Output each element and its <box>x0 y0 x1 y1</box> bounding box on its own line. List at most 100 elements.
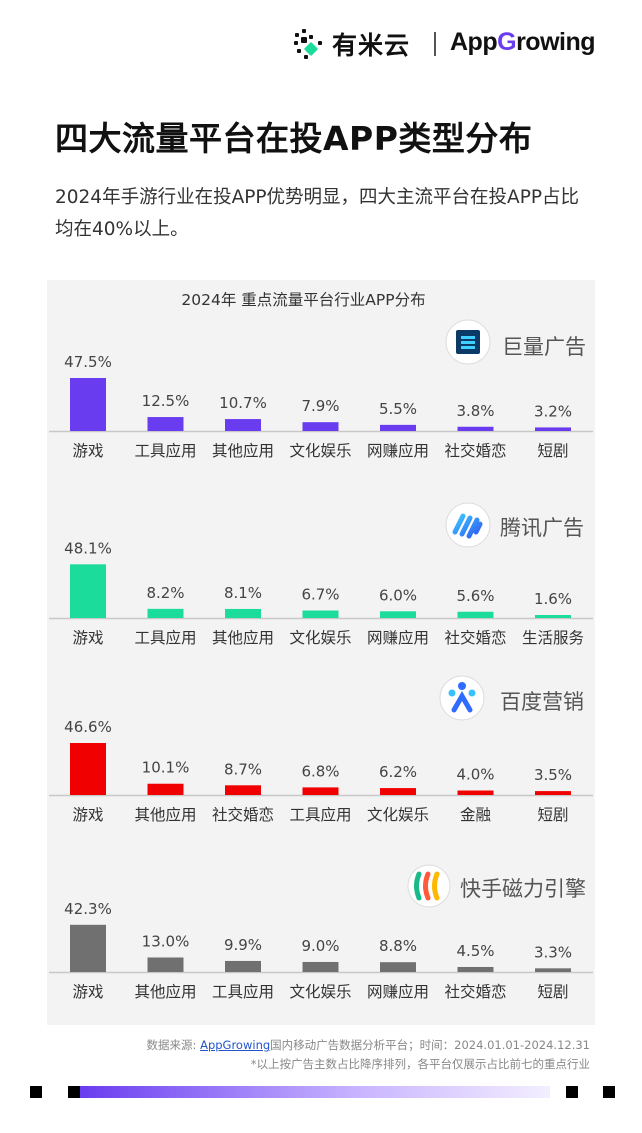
platform-chart: 快手磁力引擎 42.3% 游戏 13.0% 其他应用 9.9% 工具应用 9.0% 文化娱乐 8.… <box>49 877 593 1001</box>
value-label: 3.2% <box>534 402 572 420</box>
data-source-note: 数据来源: AppGrowing国内移动广告数据分析平台；时间：2024.01.… <box>146 1038 590 1052</box>
bar-4 <box>380 962 416 972</box>
value-label: 46.6% <box>64 718 112 736</box>
platform-chart: 腾讯广告 48.1% 游戏 8.2% 工具应用 8.1% 其他应用 6.7% 文化娱乐 6.0% 网… <box>49 516 593 647</box>
bar-1 <box>147 783 184 795</box>
category-label: 金融 <box>460 806 491 824</box>
bar-2 <box>225 419 261 431</box>
category-label: 文化娱乐 <box>289 983 351 1001</box>
bar-3 <box>302 422 339 431</box>
bar-6 <box>535 791 571 795</box>
category-label: 文化娱乐 <box>289 442 351 460</box>
bar-5 <box>457 790 494 795</box>
youmi-brand-name: 有米云 <box>332 31 411 60</box>
appgrowing-link[interactable]: AppGrowing <box>200 1038 271 1052</box>
ranking-note: *以上按广告主数占比降序排列，各平台仅展示占比前七的重点行业 <box>250 1057 590 1071</box>
bar-6 <box>535 968 571 972</box>
juliang-logo-icon <box>445 319 491 365</box>
deco-square <box>68 1086 80 1098</box>
platform-name: 百度营销 <box>500 690 584 714</box>
category-label: 其他应用 <box>212 628 274 647</box>
value-label: 9.0% <box>301 937 339 955</box>
value-label: 10.1% <box>142 759 190 777</box>
category-label: 工具应用 <box>212 982 274 1001</box>
chart-title: 2024年 重点流量平台行业APP分布 <box>181 291 426 309</box>
bar-4 <box>380 424 416 431</box>
value-label: 3.5% <box>534 766 572 784</box>
value-label: 6.0% <box>379 586 417 604</box>
platform-chart: 巨量广告 47.5% 游戏 12.5% 工具应用 10.7% 其他应用 7.9% 文化娱乐 5.5… <box>49 335 593 460</box>
deco-gradient-bar <box>80 1086 550 1098</box>
bar-4 <box>380 611 416 618</box>
page-title: 四大流量平台在投APP类型分布 <box>55 119 533 158</box>
platform-name: 腾讯广告 <box>500 516 584 540</box>
category-label: 文化娱乐 <box>289 629 351 647</box>
value-label: 8.2% <box>146 584 184 602</box>
category-label: 网赚应用 <box>367 982 429 1001</box>
deco-square <box>566 1086 578 1098</box>
bar-0 <box>70 924 106 972</box>
bar-5 <box>457 611 494 618</box>
value-label: 10.7% <box>219 394 267 412</box>
category-label: 社交婚恋 <box>444 441 506 460</box>
category-label: 社交婚恋 <box>212 805 274 824</box>
category-label: 短剧 <box>537 983 568 1001</box>
chart-panel <box>47 280 595 1025</box>
category-label: 短剧 <box>537 806 568 824</box>
value-label: 4.0% <box>456 766 494 784</box>
value-label: 8.8% <box>379 937 417 955</box>
bar-1 <box>147 608 184 618</box>
category-label: 工具应用 <box>134 441 196 460</box>
category-label: 工具应用 <box>134 628 196 647</box>
category-label: 工具应用 <box>289 805 351 824</box>
bar-6 <box>535 427 571 431</box>
value-label: 8.7% <box>224 760 262 778</box>
value-label: 12.5% <box>142 392 190 410</box>
value-label: 5.5% <box>379 400 417 418</box>
value-label: 6.7% <box>301 586 339 604</box>
category-label: 社交婚恋 <box>444 628 506 647</box>
bar-3 <box>302 961 339 972</box>
category-label: 社交婚恋 <box>444 982 506 1001</box>
bar-2 <box>225 785 261 795</box>
value-label: 13.0% <box>142 932 190 950</box>
bar-3 <box>302 610 339 618</box>
value-label: 47.5% <box>64 353 112 371</box>
platform-name: 快手磁力引擎 <box>460 877 586 901</box>
value-label: 9.9% <box>224 936 262 954</box>
bar-0 <box>70 378 106 431</box>
value-label: 48.1% <box>64 539 112 557</box>
category-label: 其他应用 <box>134 805 196 824</box>
value-label: 8.1% <box>224 584 262 602</box>
category-label: 游戏 <box>72 806 103 824</box>
bar-0 <box>70 743 106 795</box>
category-label: 网赚应用 <box>367 441 429 460</box>
bar-5 <box>457 966 494 972</box>
bar-5 <box>457 426 494 431</box>
page-description: 2024年手游行业在投APP优势明显，四大主流平台在投APP占比均在40%以上。 <box>55 187 580 240</box>
category-label: 短剧 <box>537 442 568 460</box>
category-label: 网赚应用 <box>367 628 429 647</box>
youmi-logo-icon <box>292 27 326 61</box>
bar-2 <box>225 960 261 972</box>
value-label: 4.5% <box>456 942 494 960</box>
brand-divider <box>434 32 436 56</box>
category-label: 游戏 <box>72 442 103 460</box>
value-label: 7.9% <box>301 397 339 415</box>
value-label: 42.3% <box>64 900 112 918</box>
appgrowing-brand: AppGrowing <box>450 28 595 56</box>
kuaishou-logo-icon <box>407 864 451 908</box>
bar-1 <box>147 417 184 431</box>
category-label: 文化娱乐 <box>367 806 429 824</box>
bar-1 <box>147 957 184 972</box>
youmi-brand: 有米云 <box>292 26 410 62</box>
tencent-ads-logo-icon <box>445 502 491 548</box>
value-label: 6.2% <box>379 763 417 781</box>
category-label: 其他应用 <box>212 441 274 460</box>
bar-2 <box>225 608 261 618</box>
category-label: 游戏 <box>72 629 103 647</box>
header: 有米云 AppGrowing <box>0 26 642 66</box>
baidu-logo-icon <box>439 675 485 721</box>
deco-square <box>603 1086 615 1098</box>
